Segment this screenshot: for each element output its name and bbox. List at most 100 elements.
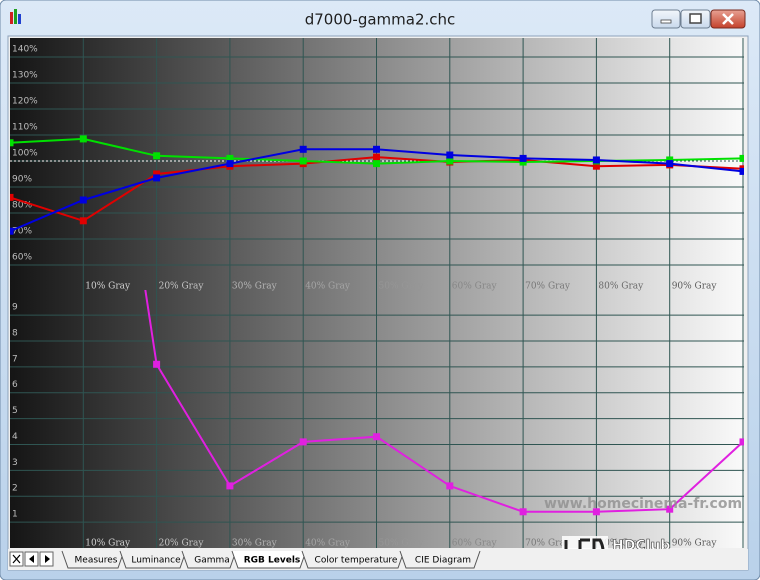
data-point: [79, 217, 87, 225]
x-tick-label: 70% Gray: [525, 282, 571, 292]
data-point: [519, 508, 527, 516]
y-tick-label: 3: [12, 458, 18, 468]
data-point: [592, 162, 600, 170]
data-point: [739, 167, 744, 175]
x-tick-label: 90% Gray: [672, 282, 718, 292]
data-point: [519, 154, 527, 162]
data-point: [10, 227, 14, 235]
x-tick-label: 20% Gray: [159, 539, 205, 549]
y-tick-label: 90%: [12, 175, 32, 185]
x-tick-label: 50% Gray: [379, 539, 425, 549]
y-tick-label: 4: [12, 432, 18, 442]
y-tick-label: 2: [12, 484, 18, 494]
x-tick-label: 80% Gray: [598, 539, 644, 549]
window-buttons: [651, 9, 746, 29]
data-point: [373, 145, 380, 153]
x-tick-label: 60% Gray: [452, 539, 498, 549]
tab-label: Gamma: [194, 556, 230, 566]
watermark: www.homecinema-fr.com: [544, 496, 742, 512]
data-point: [592, 156, 600, 164]
y-tick-label: 60%: [12, 253, 32, 263]
y-tick-label: 9: [12, 303, 18, 313]
tab-label: CIE Diagram: [415, 556, 471, 566]
x-tick-label: 30% Gray: [232, 539, 278, 549]
y-tick-label: 8: [12, 328, 18, 338]
data-point: [446, 151, 454, 159]
x-tick-label: 40% Gray: [305, 539, 351, 549]
x-tick-label: 50% Gray: [379, 282, 425, 292]
y-tick-label: 5: [12, 406, 18, 416]
x-tick-label: 70% Gray: [525, 539, 571, 549]
series-group: [10, 135, 744, 235]
y-tick-label: 100%: [12, 149, 38, 159]
data-point: [446, 482, 454, 490]
tab[interactable]: [231, 550, 307, 569]
data-point: [592, 508, 600, 516]
series-line: [144, 290, 744, 513]
y-tick-label: 140%: [12, 45, 38, 55]
tab[interactable]: [119, 550, 187, 569]
tab-label: Measures: [75, 556, 118, 566]
data-point: [299, 438, 307, 446]
y-tick-label: 7: [12, 354, 18, 364]
data-point: [373, 160, 380, 168]
y-tick-label: 80%: [12, 201, 32, 211]
tab-label: RGB Levels: [244, 556, 301, 566]
x-tick-label: 10% Gray: [85, 539, 131, 549]
data-point: [739, 438, 744, 446]
data-point: [226, 154, 234, 162]
data-point: [153, 174, 161, 182]
data-point: [666, 160, 674, 168]
x-tick-label: 90% Gray: [672, 539, 718, 549]
data-point: [299, 157, 307, 165]
y-tick-label: 110%: [12, 123, 38, 133]
data-point: [226, 482, 234, 490]
data-point: [446, 157, 454, 165]
tab[interactable]: [301, 550, 405, 569]
grid: [10, 38, 744, 548]
app-icon: [10, 9, 21, 24]
data-point: [153, 360, 161, 368]
tabs: Measures Luminance Gamma RGB Levels Color te…: [61, 550, 481, 569]
tab-next-icon: [45, 555, 50, 563]
close-tab-icon: [12, 554, 21, 564]
minimize-button[interactable]: [651, 9, 681, 29]
tab-prev-icon: [29, 555, 34, 563]
x-tick-label: 80% Gray: [598, 282, 644, 292]
window-title: d7000-gamma2.chc: [305, 11, 456, 29]
tab-label: Color temperature: [315, 556, 398, 566]
y-tick-label: 120%: [12, 97, 38, 107]
data-point: [299, 145, 307, 153]
tab[interactable]: [399, 550, 481, 569]
data-point: [666, 156, 674, 164]
data-point: [79, 196, 87, 204]
x-tick-label: 40% Gray: [305, 282, 351, 292]
x-tick-label: 60% Gray: [452, 282, 498, 292]
tab-bar: Measures Luminance Gamma RGB Levels Color te…: [8, 549, 748, 570]
data-point: [666, 505, 674, 513]
tab-label: Luminance: [131, 556, 181, 566]
x-tick-label: 10% Gray: [85, 282, 131, 292]
y-tick-label: 130%: [12, 71, 38, 81]
data-point: [79, 135, 87, 143]
y-tick-label: 6: [12, 380, 18, 390]
y-tick-label: 70%: [12, 227, 32, 237]
tab[interactable]: [181, 550, 237, 569]
data-point: [373, 433, 380, 441]
y-tick-label: 1: [12, 510, 18, 520]
data-point: [10, 193, 14, 201]
data-point: [153, 170, 161, 178]
data-point: [153, 152, 161, 160]
data-point: [10, 139, 14, 147]
data-point: [519, 158, 527, 166]
x-tick-label: 30% Gray: [232, 282, 278, 292]
data-point: [373, 153, 380, 161]
minimize-icon: [660, 19, 672, 24]
x-tick-label: 20% Gray: [159, 282, 205, 292]
series-group: [144, 290, 744, 516]
tab[interactable]: [61, 550, 125, 569]
close-icon: [722, 13, 734, 25]
data-point: [739, 154, 744, 162]
data-point: [226, 160, 234, 168]
